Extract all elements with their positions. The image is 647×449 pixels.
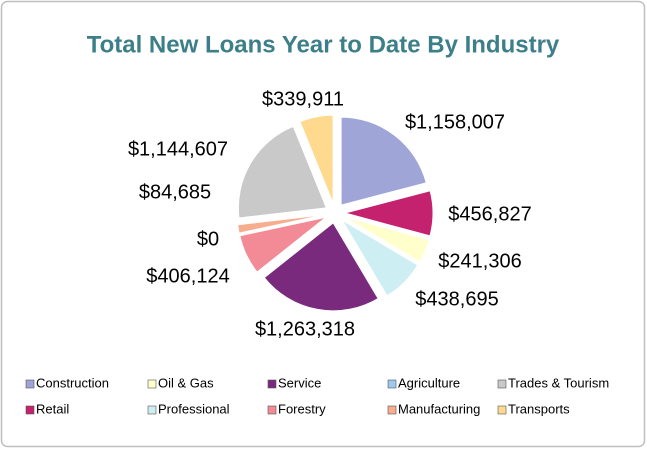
legend-swatch: [387, 379, 397, 389]
legend-swatch: [267, 379, 277, 389]
legend-swatch: [147, 379, 157, 389]
legend-label: Trades & Tourism: [508, 375, 609, 390]
legend-label: Service: [278, 375, 321, 390]
legend-swatch: [497, 405, 507, 415]
pie-slice: [237, 125, 328, 219]
data-label: $1,144,607: [128, 138, 228, 160]
legend-swatch: [497, 379, 507, 389]
legend-label: Transports: [508, 401, 570, 416]
pie-slice: [237, 214, 326, 234]
legend-swatch: [25, 405, 35, 415]
legend-label: Agriculture: [398, 375, 460, 390]
data-label: $1,263,318: [255, 318, 355, 340]
legend-label: Forestry: [278, 401, 326, 416]
data-label: $0: [197, 228, 219, 250]
pie-slice: [343, 190, 434, 237]
data-label: $1,158,007: [405, 111, 505, 133]
legend-label: Oil & Gas: [158, 375, 214, 390]
legend-swatch: [267, 405, 277, 415]
pie-slice: [343, 216, 430, 263]
legend-swatch: [25, 379, 35, 389]
pie-slice: [341, 219, 419, 297]
legend-label: Manufacturing: [398, 401, 480, 416]
data-label: $241,306: [438, 250, 521, 272]
legend-label: Retail: [36, 401, 69, 416]
legend-label: Construction: [36, 375, 109, 390]
data-label: $84,685: [139, 181, 211, 203]
data-label: $438,695: [415, 288, 498, 310]
pie-slice: [340, 116, 427, 206]
data-label: $406,124: [146, 265, 229, 287]
legend-swatch: [387, 405, 397, 415]
data-label: $339,911: [262, 88, 344, 110]
pie-slice: [263, 222, 379, 312]
pie-slice: [239, 216, 327, 273]
pie-slice: [299, 114, 334, 204]
legend-label: Professional: [158, 401, 230, 416]
data-label: $456,827: [448, 203, 531, 225]
chart-title: Total New Loans Year to Date By Industry: [87, 31, 560, 58]
legend-swatch: [147, 405, 157, 415]
